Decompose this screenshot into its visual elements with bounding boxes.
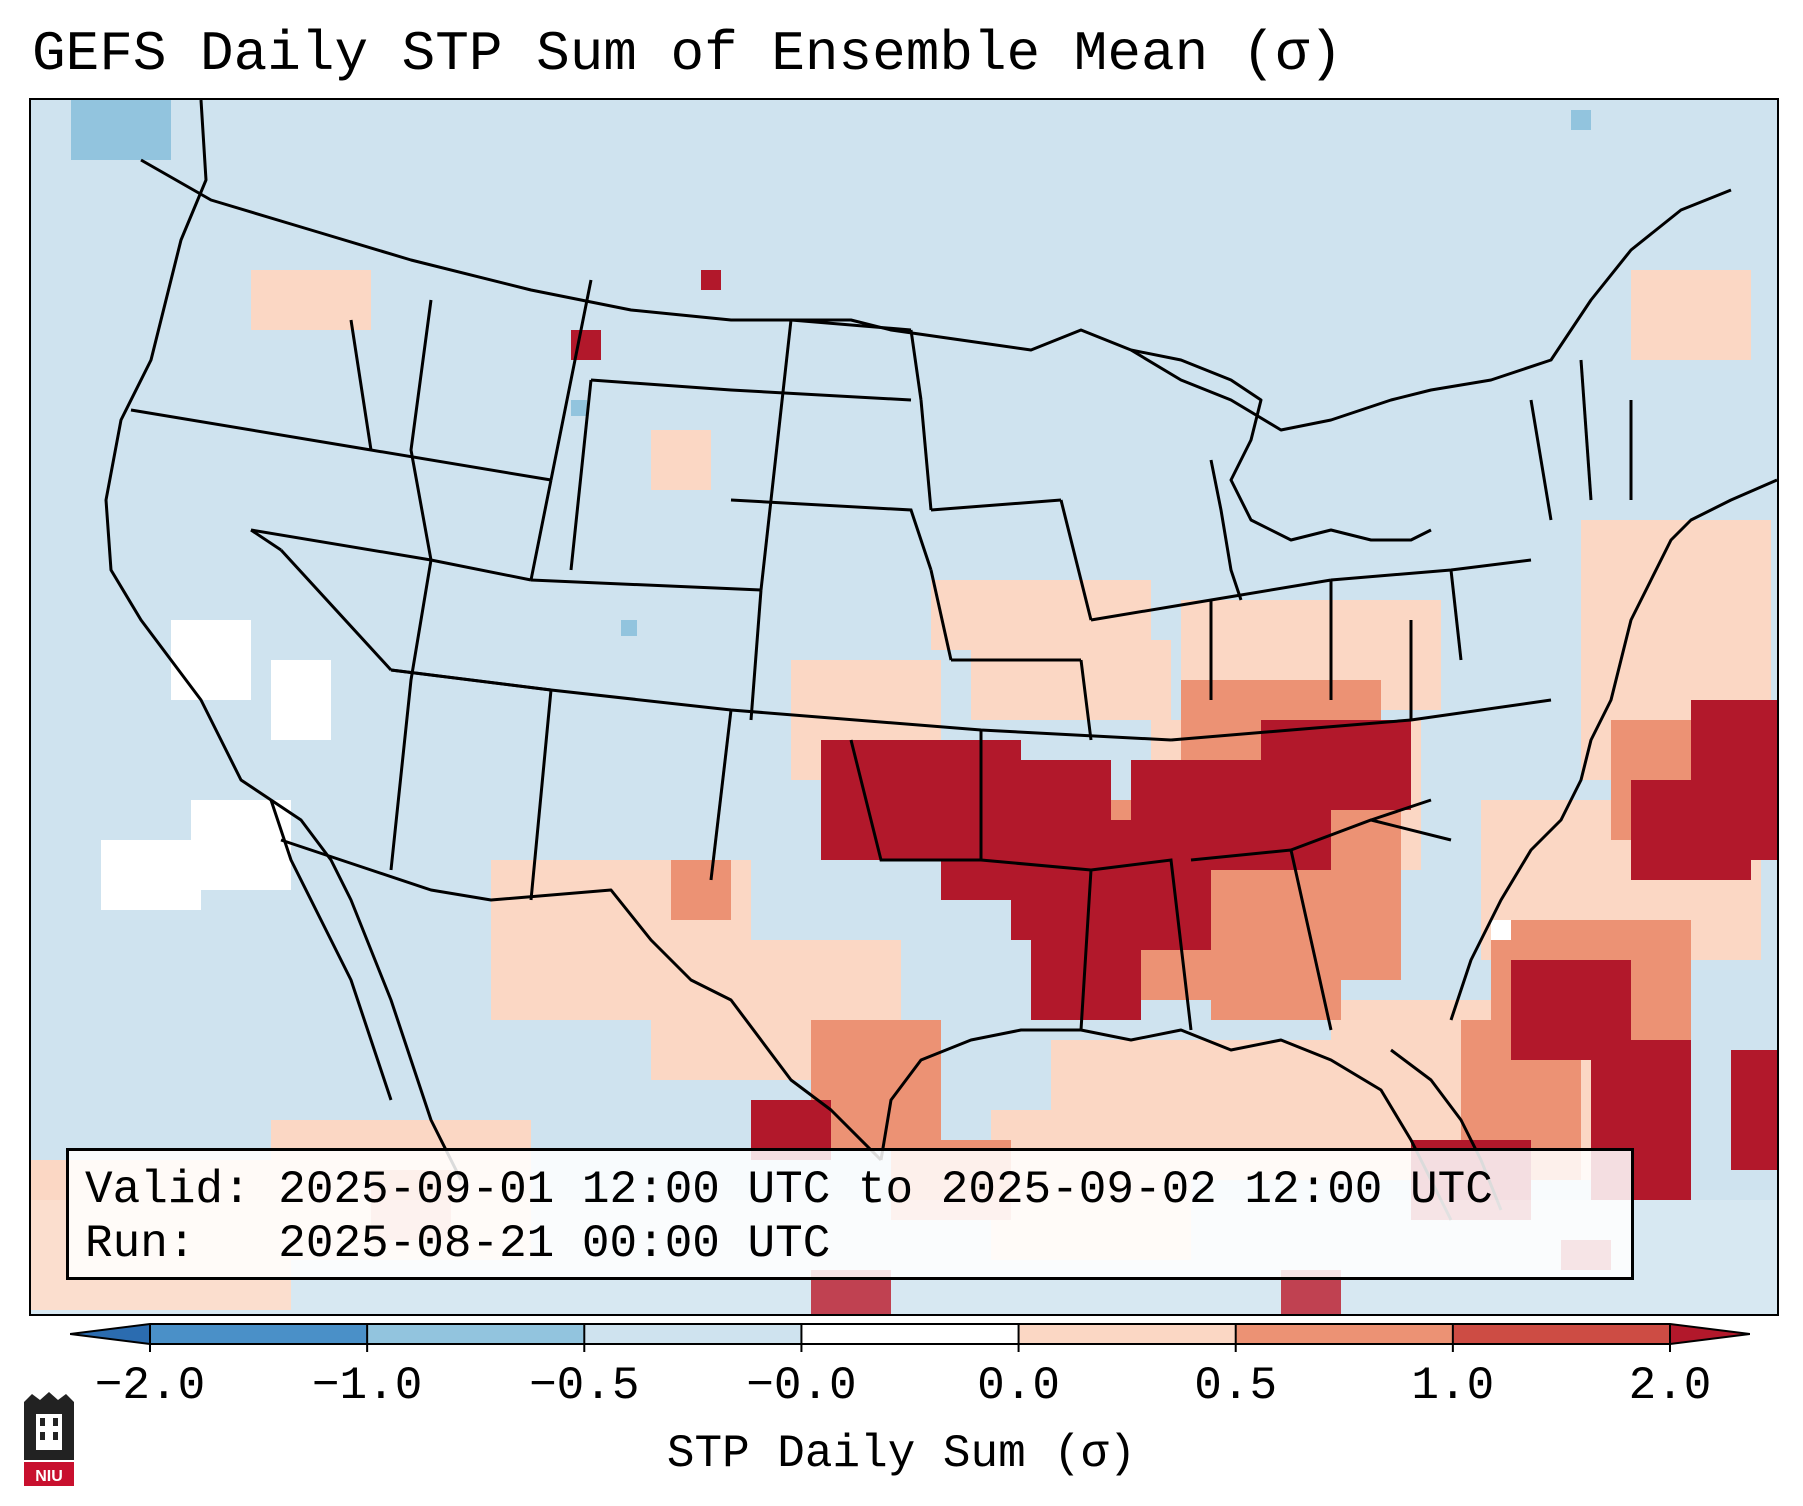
map-canvas	[31, 100, 1777, 1314]
logo-text: NIU	[35, 1468, 63, 1485]
great-lakes	[1130, 348, 1432, 542]
chart-title: GEFS Daily STP Sum of Ensemble Mean (σ)	[32, 22, 1343, 86]
run-time-line: Run: 2025-08-21 00:00 UTC	[85, 1218, 831, 1270]
colorbar-tick-label: −2.0	[94, 1360, 206, 1412]
map-panel	[29, 98, 1779, 1316]
colorbar-label: STP Daily Sum (σ)	[666, 1428, 1137, 1480]
east-coast	[1449, 478, 1777, 1021]
valid-time-line: Valid: 2025-09-01 12:00 UTC to 2025-09-0…	[85, 1164, 1493, 1216]
colorbar-tick-label: −0.0	[746, 1360, 857, 1412]
colorbar-tick-label: 0.0	[977, 1360, 1060, 1412]
colorbar-tick-label: 2.0	[1628, 1360, 1712, 1412]
colorbar-segment	[1452, 1324, 1671, 1344]
stp-grid-near-zero	[101, 620, 1511, 940]
colorbar-tick-label: 0.5	[1194, 1360, 1278, 1412]
colorbar-extend-low	[70, 1324, 150, 1344]
colorbar-segment	[367, 1324, 585, 1344]
colorbar-segment	[150, 1324, 368, 1344]
valid-run-info-box: Valid: 2025-09-01 12:00 UTC to 2025-09-0…	[66, 1148, 1634, 1280]
us-mexico-border	[280, 838, 883, 1162]
colorbar-segment	[1235, 1324, 1454, 1344]
baja-peninsula	[269, 799, 393, 1101]
colorbar-extend-high	[1670, 1324, 1750, 1344]
gulf-coast	[879, 1028, 1453, 1221]
west-coast	[104, 100, 463, 1181]
colorbar-tick-label: −1.0	[311, 1360, 423, 1412]
colorbar-segment	[1018, 1324, 1237, 1344]
colorbar-tick-label: 1.0	[1411, 1360, 1495, 1412]
niu-logo: NIU	[24, 1392, 74, 1486]
colorbar-segment	[801, 1324, 1020, 1344]
colorbar-segment	[584, 1324, 802, 1344]
state-borders	[130, 279, 1633, 1031]
colorbar-tick-label: −0.5	[529, 1360, 640, 1412]
lake-michigan	[1209, 459, 1243, 601]
colorbar	[70, 1323, 1750, 1352]
stp-grid-negative	[71, 100, 1591, 636]
